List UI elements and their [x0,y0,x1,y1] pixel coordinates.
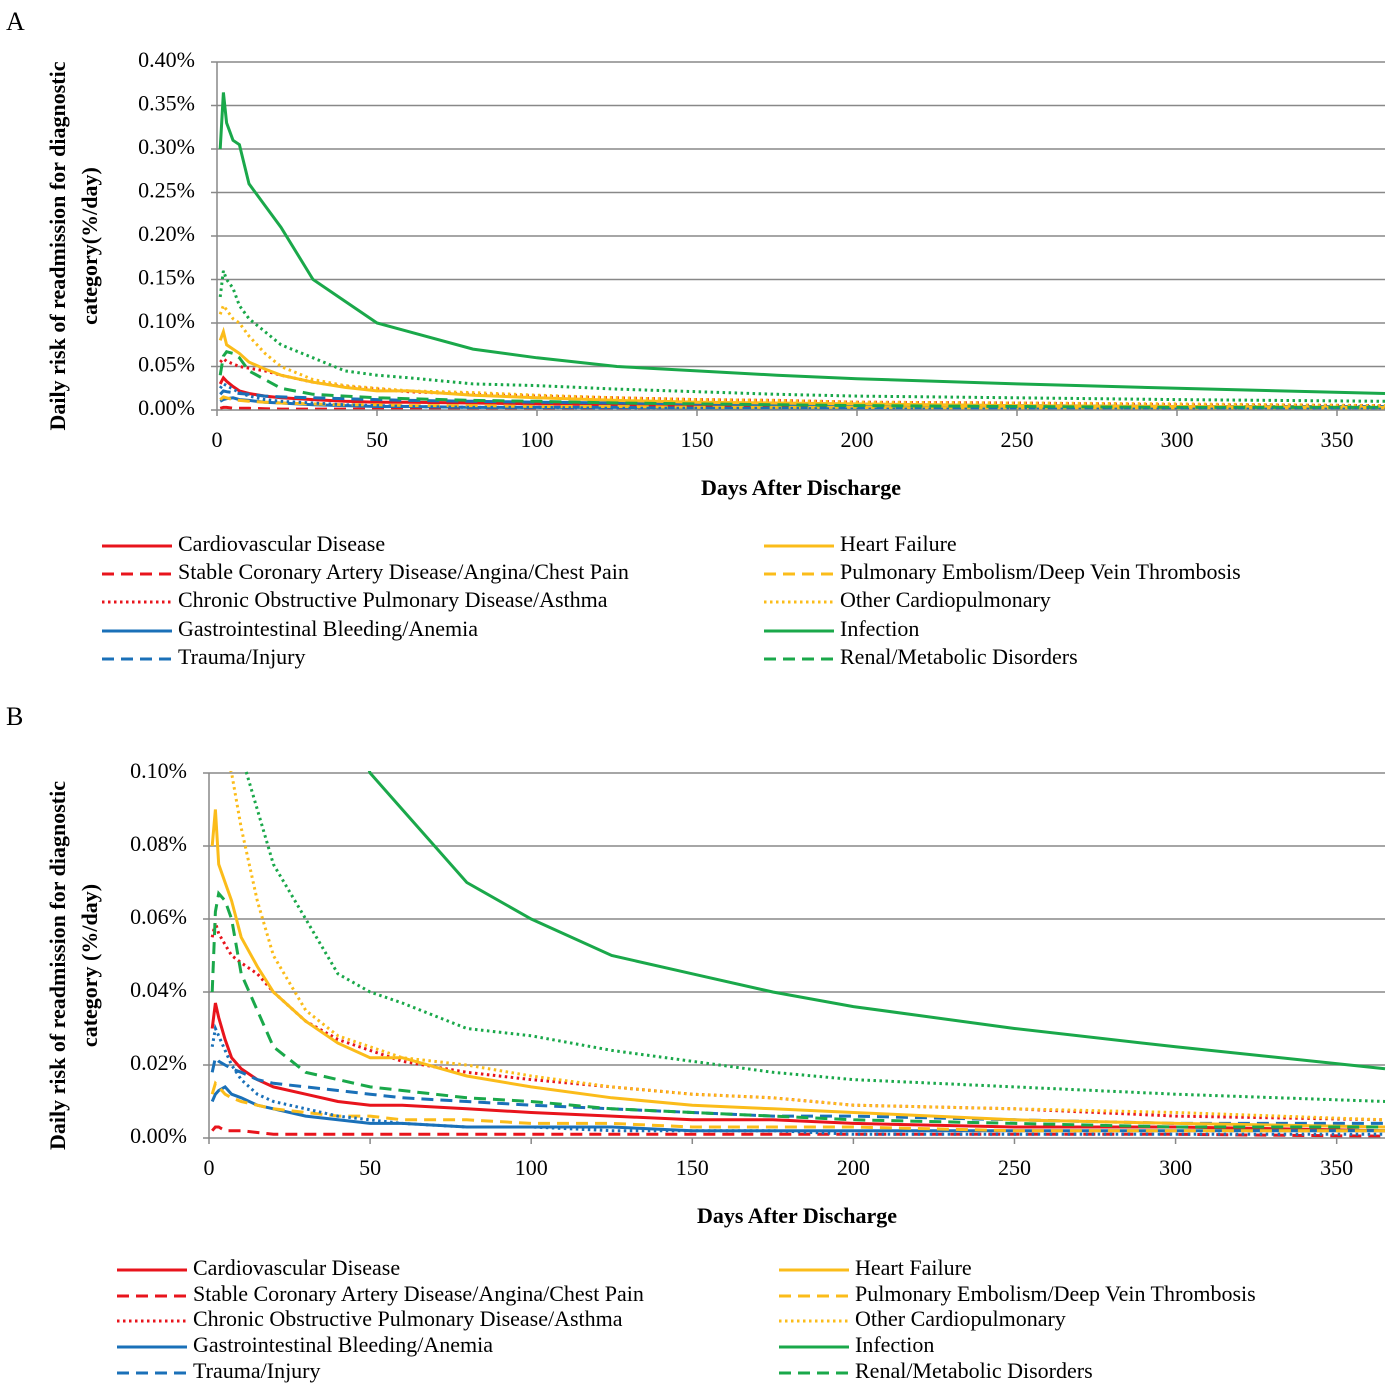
series-line [210,1085,1385,1133]
x-tick-label: 300 [1159,1155,1192,1180]
y-axis-title: category(%/day) [77,167,102,325]
x-axis-title: Days After Discharge [697,1203,897,1228]
y-tick-label: 0.35% [138,91,195,116]
x-tick-label: 0 [212,427,223,452]
y-tick-label: 0.00% [130,1123,187,1148]
legend-label: Infection [855,1332,934,1357]
y-tick-label: 0.08% [130,831,187,856]
x-tick-label: 250 [998,1155,1031,1180]
panel-label: B [6,702,23,731]
legend-label: Chronic Obstructive Pulmonary Disease/As… [193,1306,623,1331]
legend-label: Pulmonary Embolism/Deep Vein Thrombosis [855,1281,1256,1306]
y-tick-label: 0.04% [130,977,187,1002]
series-line [218,326,1386,409]
y-axis-title: Daily risk of readmission for diagnostic [45,61,70,430]
x-tick-label: 350 [1320,1155,1353,1180]
legend-label: Gastrointestinal Bleeding/Anemia [193,1332,493,1357]
legend-label: Infection [840,616,919,641]
x-tick-label: 350 [1321,427,1354,452]
y-tick-label: 0.02% [130,1050,187,1075]
y-tick-label: 0.00% [138,395,195,420]
legend-label: Renal/Metabolic Disorders [840,644,1078,669]
x-tick-label: 150 [681,427,714,452]
y-tick-label: 0.10% [138,308,195,333]
y-tick-label: 0.15% [138,265,195,290]
x-tick-label: 50 [366,427,388,452]
legend-label: Other Cardiopulmonary [855,1306,1066,1331]
x-tick-label: 0 [204,1155,215,1180]
legend-label: Chronic Obstructive Pulmonary Disease/As… [178,587,608,612]
x-tick-label: 150 [676,1155,709,1180]
y-tick-label: 0.30% [138,134,195,159]
legend-label: Heart Failure [840,531,957,556]
legend-label: Heart Failure [855,1255,972,1280]
legend-label: Trauma/Injury [193,1358,321,1383]
plot-lines [218,92,1386,410]
legend-label: Pulmonary Embolism/Deep Vein Thrombosis [840,559,1241,584]
y-tick-label: 0.20% [138,221,195,246]
y-axis-title: category (%/day) [77,884,102,1047]
panel-label: A [6,7,25,36]
x-tick-label: 200 [837,1155,870,1180]
legend-label: Trauma/Injury [178,644,306,669]
series-line [210,890,1385,1129]
series-line [210,1054,1385,1125]
series-line [210,916,1386,1122]
legend-label: Stable Coronary Artery Disease/Angina/Ch… [178,559,629,584]
x-tick-label: 50 [359,1155,381,1180]
legend-label: Cardiovascular Disease [193,1255,400,1280]
x-tick-label: 250 [1001,427,1034,452]
series-line [218,302,1386,408]
x-tick-label: 200 [841,427,874,452]
series-line [211,1125,1386,1138]
x-axis-title: Days After Discharge [701,475,901,500]
y-tick-label: 0.06% [130,904,187,929]
y-tick-label: 0.40% [138,47,195,72]
x-tick-label: 100 [515,1155,548,1180]
series-line [218,381,1385,410]
legend-label: Stable Coronary Artery Disease/Angina/Ch… [193,1281,644,1306]
y-tick-label: 0.05% [138,352,195,377]
legend-label: Cardiovascular Disease [178,531,385,556]
series-line [210,1080,1385,1133]
legend-label: Other Cardiopulmonary [840,587,1051,612]
series-line [210,809,1386,1129]
x-tick-label: 100 [521,427,554,452]
series-line [367,771,1386,1071]
y-axis-title: Daily risk of readmission for diagnostic [45,781,70,1150]
x-tick-label: 300 [1161,427,1194,452]
legend-label: Renal/Metabolic Disorders [855,1358,1093,1383]
plot-lines [210,771,1386,1138]
y-tick-label: 0.10% [130,758,187,783]
y-tick-label: 0.25% [138,178,195,203]
series-line [218,270,1386,403]
legend-label: Gastrointestinal Bleeding/Anemia [178,616,478,641]
series-line [210,1002,1386,1133]
series-line [218,92,1386,395]
series-line [244,771,1386,1103]
